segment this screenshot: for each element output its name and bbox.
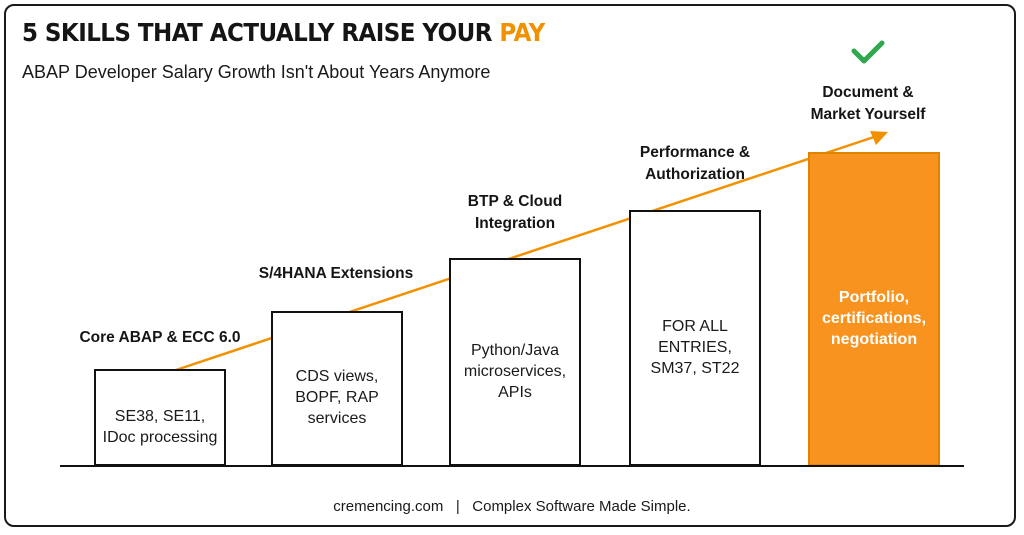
step-label-performance: Performance & Authorization xyxy=(639,144,751,183)
baseline xyxy=(60,465,964,467)
step-desc-btp-cloud: Python/Java microservices, APIs xyxy=(463,341,567,401)
step-box-performance: FOR ALL ENTRIES, SM37, ST22 xyxy=(629,210,761,466)
step-label-s4hana: S/4HANA Extensions xyxy=(258,265,414,282)
step-desc-core-abap: SE38, SE11, IDoc processing xyxy=(102,407,218,446)
footer-tagline: Complex Software Made Simple. xyxy=(472,498,691,515)
title-accent: PAY xyxy=(499,18,545,47)
step-label-market-yourself: Document & Market Yourself xyxy=(810,84,926,123)
step-label-btp-cloud: BTP & Cloud Integration xyxy=(467,193,563,232)
page-subtitle: ABAP Developer Salary Growth Isn't About… xyxy=(22,62,491,82)
footer-site: cremencing.com xyxy=(333,498,444,515)
step-box-btp-cloud: Python/Java microservices, APIs xyxy=(449,258,581,466)
step-box-core-abap: SE38, SE11, IDoc processing xyxy=(94,369,226,466)
step-box-market-yourself: Portfolio, certifications, negotiation xyxy=(808,152,940,466)
page-title: 5 SKILLS THAT ACTUALLY RAISE YOUR PAY xyxy=(22,18,545,47)
title-main: 5 SKILLS THAT ACTUALLY RAISE YOUR xyxy=(22,18,500,47)
step-desc-performance: FOR ALL ENTRIES, SM37, ST22 xyxy=(650,317,740,377)
footer: cremencing.com | Complex Software Made S… xyxy=(0,498,1024,515)
step-box-s4hana: CDS views, BOPF, RAP services xyxy=(271,311,403,466)
footer-separator: | xyxy=(455,498,460,515)
step-desc-market-yourself: Portfolio, certifications, negotiation xyxy=(821,288,927,348)
step-label-core-abap: Core ABAP & ECC 6.0 xyxy=(79,329,241,346)
step-desc-s4hana: CDS views, BOPF, RAP services xyxy=(295,368,379,427)
